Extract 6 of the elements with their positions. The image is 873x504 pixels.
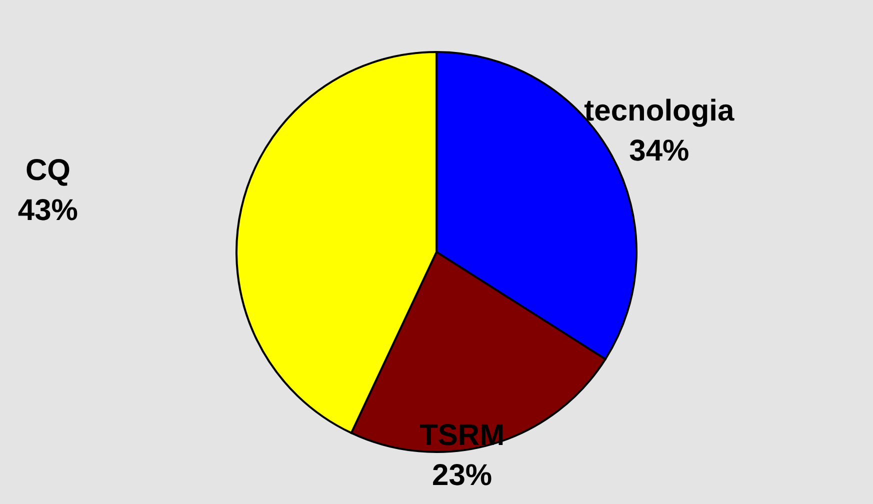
data-label: 43%	[18, 194, 78, 227]
slice-label: CQ	[25, 154, 70, 187]
slice-label: tecnologia	[584, 94, 735, 128]
data-label: 34%	[629, 134, 690, 168]
slice-label: TSRM	[420, 419, 505, 452]
data-label: 23%	[432, 459, 492, 492]
